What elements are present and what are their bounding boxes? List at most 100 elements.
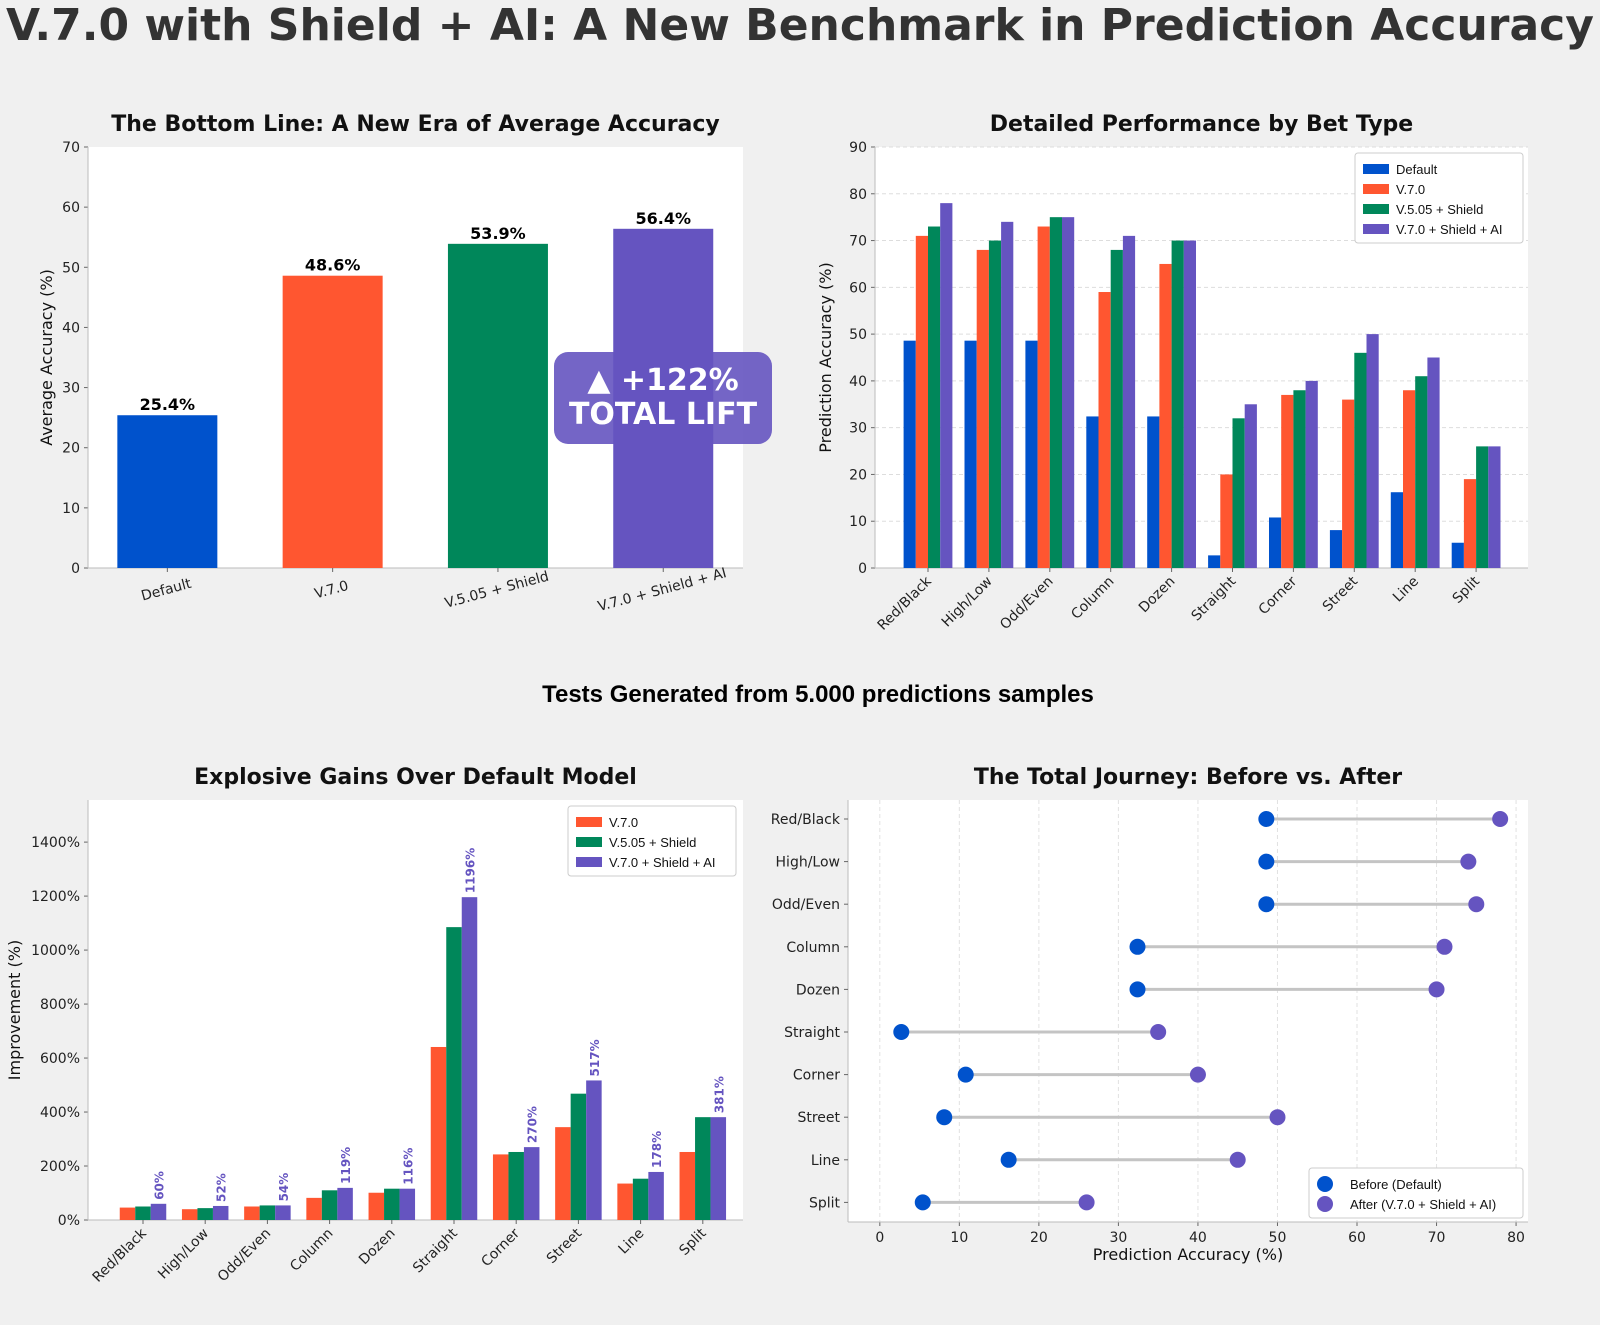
bar xyxy=(1110,249,1123,568)
y-tick-label: Straight xyxy=(784,1025,840,1041)
after-point xyxy=(1150,1024,1167,1040)
legend-label: V.5.05 + Shield xyxy=(1396,202,1483,217)
before-point xyxy=(1258,896,1275,913)
y-tick-label: 1200% xyxy=(31,889,80,905)
bar xyxy=(275,1205,291,1220)
bar xyxy=(135,1206,151,1220)
bar xyxy=(915,235,928,568)
x-tick-label: 20 xyxy=(1030,1230,1048,1246)
after-point xyxy=(1269,1109,1286,1126)
y-tick-label: 40 xyxy=(62,320,80,336)
bar xyxy=(446,927,462,1220)
x-tick-label: Default xyxy=(140,576,194,605)
bar xyxy=(399,1188,416,1220)
x-tick-label: V.7.0 xyxy=(313,578,350,602)
bar xyxy=(586,1080,602,1220)
lift-value: ▲ +122% xyxy=(587,363,738,398)
after-point xyxy=(1229,1151,1246,1168)
legend-swatch xyxy=(1363,184,1389,194)
bar xyxy=(617,1183,633,1220)
bar xyxy=(368,1192,385,1220)
after-point xyxy=(1189,1066,1206,1083)
lift-caption: TOTAL LIFT xyxy=(569,397,758,432)
bar xyxy=(337,1187,353,1220)
x-tick-label: 50 xyxy=(1269,1230,1287,1246)
bar xyxy=(632,1178,649,1220)
bar xyxy=(1208,555,1221,568)
y-tick-label: 70 xyxy=(62,140,80,156)
bar xyxy=(306,1197,322,1220)
main-title: V.7.0 with Shield + AI: A New Benchmark … xyxy=(6,0,1594,51)
x-tick-label: 40 xyxy=(1189,1230,1207,1246)
after-point xyxy=(1428,981,1445,998)
after-point xyxy=(1078,1194,1095,1211)
legend-label: V.7.0 + Shield + AI xyxy=(1396,222,1503,237)
y-tick-label: High/Low xyxy=(776,855,840,871)
before-point xyxy=(1258,811,1275,827)
y-tick-label: 0 xyxy=(858,561,867,577)
x-tick-label: Street xyxy=(1320,573,1362,615)
y-tick-label: 50 xyxy=(849,327,867,343)
y-axis-label: Improvement (%) xyxy=(5,940,24,1080)
bar xyxy=(1159,263,1172,568)
y-tick-label: 50 xyxy=(62,260,80,276)
bar xyxy=(964,340,977,568)
bar xyxy=(1305,380,1318,568)
bar xyxy=(679,1151,696,1220)
y-tick-label: 800% xyxy=(40,997,80,1013)
before-point xyxy=(1129,938,1146,955)
data-label: 116% xyxy=(401,1148,415,1185)
bar xyxy=(492,1154,509,1220)
before-point xyxy=(914,1194,931,1211)
bar xyxy=(523,1147,540,1220)
x-tick-label: Red/Black xyxy=(875,573,936,634)
y-tick-label: 30 xyxy=(62,381,80,397)
y-tick-label: 60 xyxy=(62,200,80,216)
bar xyxy=(1463,479,1477,568)
bar xyxy=(555,1127,571,1220)
after-point xyxy=(1468,896,1485,913)
bar xyxy=(710,1117,727,1220)
x-tick-label: Odd/Even xyxy=(215,1226,274,1285)
bar xyxy=(1403,390,1416,568)
bar xyxy=(1220,474,1233,568)
x-tick-label: High/Low xyxy=(939,574,996,631)
bar xyxy=(212,1205,229,1220)
bar xyxy=(976,249,989,568)
bar xyxy=(1415,376,1428,568)
before-point xyxy=(957,1066,974,1083)
x-tick-label: Corner xyxy=(1256,573,1301,618)
bar xyxy=(282,275,383,568)
data-label: 119% xyxy=(339,1147,353,1184)
legend xyxy=(1354,152,1524,244)
bar xyxy=(695,1117,711,1220)
bar xyxy=(1269,517,1282,568)
x-tick-label: Column xyxy=(1068,574,1117,623)
bar xyxy=(1098,292,1111,568)
x-tick-label: Split xyxy=(676,1225,710,1259)
y-tick-label: 10 xyxy=(849,514,867,530)
y-tick-label: 600% xyxy=(40,1051,80,1067)
y-tick-label: 200% xyxy=(40,1159,80,1175)
data-label: 178% xyxy=(650,1131,664,1168)
average-accuracy-chart: The Bottom Line: A New Era of Average Ac… xyxy=(37,112,772,615)
bar xyxy=(1329,530,1343,568)
legend-label: Before (Default) xyxy=(1350,1177,1442,1192)
x-tick-label: Split xyxy=(1450,573,1484,607)
bar xyxy=(181,1209,198,1220)
bar xyxy=(1244,404,1257,568)
bar xyxy=(1293,390,1306,568)
y-tick-label: 40 xyxy=(849,374,867,390)
x-tick-label: 10 xyxy=(950,1230,968,1246)
y-tick-label: Split xyxy=(809,1195,841,1211)
bar xyxy=(244,1206,260,1220)
data-label: 54% xyxy=(277,1173,291,1202)
legend-swatch xyxy=(1363,224,1389,234)
bar xyxy=(1390,492,1403,568)
y-tick-label: 20 xyxy=(62,441,80,457)
x-tick-label: High/Low xyxy=(155,1226,212,1283)
legend-label: After (V.7.0 + Shield + AI) xyxy=(1350,1197,1496,1212)
y-axis-label: Prediction Accuracy (%) xyxy=(816,262,835,452)
bar xyxy=(1037,226,1050,568)
